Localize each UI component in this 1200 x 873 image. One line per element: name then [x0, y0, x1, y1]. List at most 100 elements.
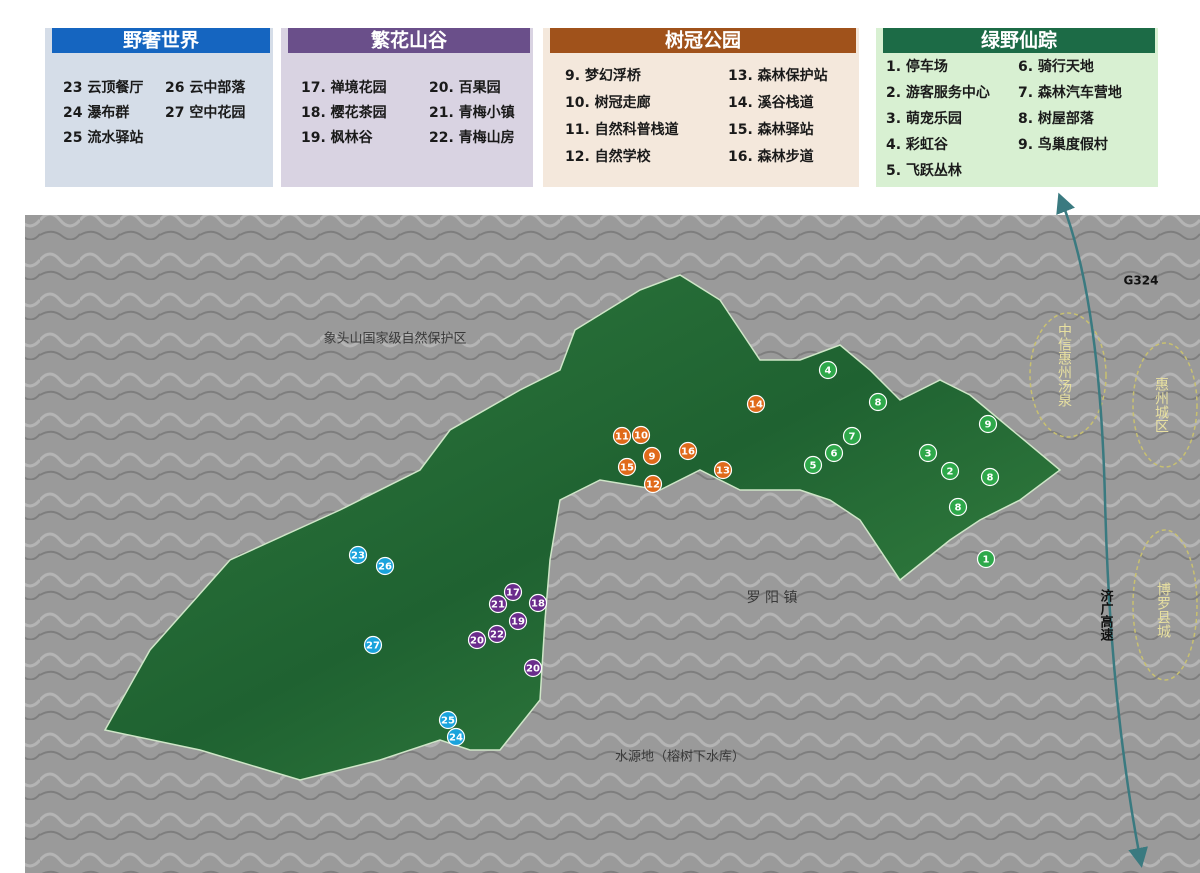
legend-item: 14. 溪谷栈道 — [728, 94, 814, 111]
marker-label: 25 — [441, 716, 455, 727]
legend-item: 24 瀑布群 — [63, 104, 129, 121]
marker-label: 2 — [947, 467, 954, 478]
legend-item: 10. 树冠走廊 — [565, 94, 651, 111]
marker-label: 10 — [634, 431, 648, 442]
legend-item: 21. 青梅小镇 — [429, 104, 515, 121]
park-area — [103, 274, 1062, 781]
legend-item: 16. 森林步道 — [728, 148, 814, 165]
marker-label: 19 — [511, 617, 525, 628]
highway — [1056, 192, 1148, 868]
legend-item: 20. 百果园 — [429, 80, 501, 96]
marker-label: 23 — [351, 551, 365, 562]
place-label: 济广高速 — [1098, 588, 1114, 642]
legend-item: 19. 枫林谷 — [301, 129, 374, 146]
marker — [678, 441, 698, 461]
marker-label: 15 — [620, 463, 634, 474]
marker — [438, 710, 458, 730]
legend-panel — [281, 28, 533, 187]
marker — [948, 497, 968, 517]
legend-item: 2. 游客服务中心 — [886, 84, 990, 101]
legend-item: 9. 鸟巢度假村 — [1018, 136, 1108, 153]
marker — [818, 360, 838, 380]
marker-label: 14 — [749, 400, 763, 411]
marker-label: 8 — [875, 398, 882, 409]
marker — [617, 457, 637, 477]
legend-item: 1. 停车场 — [886, 58, 948, 75]
legend-title-bar — [550, 28, 856, 53]
marker-label: 16 — [681, 447, 695, 458]
marker-label: 9 — [985, 420, 992, 431]
marker — [642, 446, 662, 466]
marker-label: 17 — [506, 588, 520, 599]
marker — [631, 425, 651, 445]
marker — [503, 582, 523, 602]
legend-item: 18. 樱花茶园 — [301, 104, 387, 121]
marker — [488, 594, 508, 614]
legend-panel — [876, 28, 1158, 187]
legend-item: 3. 萌宠乐园 — [886, 110, 962, 127]
marker — [523, 658, 543, 678]
place-label: G324 — [1124, 274, 1159, 288]
marker — [746, 394, 766, 414]
marker-label: 7 — [849, 432, 856, 443]
place-label: 博罗县城 — [1155, 581, 1171, 639]
legend-item: 23 云顶餐厅 — [63, 79, 143, 96]
marker — [612, 426, 632, 446]
marker — [978, 414, 998, 434]
marker — [940, 461, 960, 481]
place-label: 罗 阳 镇 — [747, 590, 798, 606]
legend-item: 15. 森林驿站 — [728, 121, 814, 138]
marker-label: 9 — [649, 452, 656, 463]
marker — [980, 467, 1000, 487]
marker-label: 26 — [378, 562, 392, 573]
marker — [918, 443, 938, 463]
marker — [375, 556, 395, 576]
marker — [842, 426, 862, 446]
marker-label: 12 — [646, 480, 660, 491]
legend-item: 9. 梦幻浮桥 — [565, 67, 642, 84]
legend-item: 5. 飞跃丛林 — [886, 162, 962, 179]
legend-panel — [543, 28, 859, 187]
marker-label: 24 — [449, 733, 463, 744]
marker-label: 18 — [531, 599, 545, 610]
legend-item: 4. 彩虹谷 — [886, 136, 949, 153]
place-label: 惠州城区 — [1153, 377, 1169, 433]
legend-item: 27 空中花园 — [165, 104, 245, 121]
legend-item: 12. 自然学校 — [565, 148, 652, 165]
zone-ring — [1132, 529, 1198, 681]
legend-item: 26 云中部落 — [165, 79, 246, 96]
marker — [528, 593, 548, 613]
marker — [868, 392, 888, 412]
legend-item: 13. 森林保护站 — [728, 67, 828, 84]
legend-item: 6. 骑行天地 — [1018, 58, 1094, 75]
legend-item: 8. 树屋部落 — [1018, 110, 1095, 127]
marker-label: 8 — [955, 503, 962, 514]
place-label: 象头山国家级自然保护区 — [323, 331, 466, 347]
marker-label: 4 — [825, 366, 832, 377]
marker-label: 3 — [925, 449, 932, 460]
marker-label: 5 — [810, 461, 817, 472]
marker — [643, 474, 663, 494]
place-label: 中信惠州汤泉 — [1056, 323, 1072, 407]
legend-item: 11. 自然科普栈道 — [565, 121, 679, 138]
legend-title-bar — [883, 28, 1155, 53]
marker-label: 11 — [615, 432, 629, 443]
marker — [713, 460, 733, 480]
marker-label: 6 — [831, 449, 838, 460]
legend-title: 野奢世界 — [123, 29, 199, 52]
marker — [508, 611, 528, 631]
zone-ring — [1132, 342, 1198, 468]
marker-label: 27 — [366, 641, 380, 652]
legend-title-bar — [288, 28, 530, 53]
marker-label: 20 — [526, 664, 540, 675]
marker — [467, 630, 487, 650]
legend-title: 绿野仙踪 — [981, 29, 1057, 52]
marker — [976, 549, 996, 569]
legend-title: 树冠公园 — [665, 29, 741, 52]
marker-label: 20 — [470, 636, 484, 647]
marker-label: 1 — [983, 555, 990, 566]
legend-item: 17. 禅境花园 — [301, 79, 387, 96]
marker — [803, 455, 823, 475]
legend-title-bar — [52, 28, 270, 53]
marker — [824, 443, 844, 463]
